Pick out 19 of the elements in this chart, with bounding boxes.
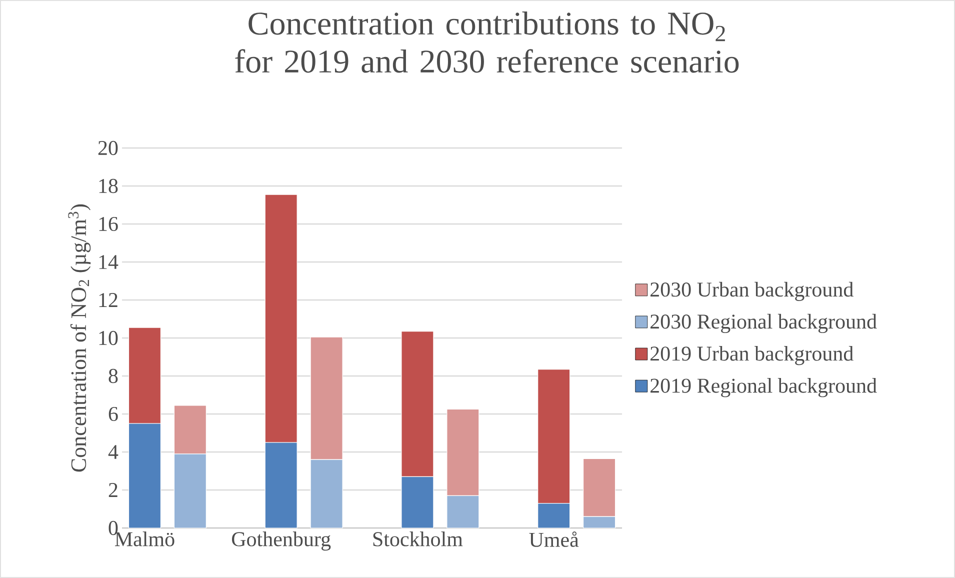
y-tick-label: 16 bbox=[99, 216, 118, 232]
legend-label: 2019 Regional background bbox=[650, 378, 877, 398]
y-tick-label: 20 bbox=[98, 140, 118, 156]
chart-title: Concentration contributions to NO$_{2}$ for 2019 and 2030 reference scenario bbox=[235, 12, 739, 73]
x-tick-label: Stockholm bbox=[373, 532, 463, 546]
y-tick-label: 6 bbox=[108, 406, 118, 422]
y-tick-label: 8 bbox=[108, 368, 118, 384]
y-tick-label: 4 bbox=[108, 445, 118, 459]
y-tick-label: 10 bbox=[99, 330, 118, 346]
y-tick-label: 18 bbox=[99, 178, 118, 194]
x-tick-label: Umeå bbox=[529, 532, 579, 547]
legend-label: 2019 Urban background bbox=[650, 346, 854, 366]
y-tick-label: 2 bbox=[108, 483, 118, 497]
y-axis-title: Concentration of NO$_{2}$ (µg/m$^{3}$) bbox=[68, 204, 91, 472]
x-tick-label: Gothenburg bbox=[232, 532, 331, 551]
y-tick-label: 14 bbox=[99, 255, 118, 269]
y-tick-label: 12 bbox=[99, 293, 118, 307]
legend-label: 2030 Urban background bbox=[650, 282, 854, 301]
legend-label: 2030 Regional background bbox=[650, 314, 877, 334]
